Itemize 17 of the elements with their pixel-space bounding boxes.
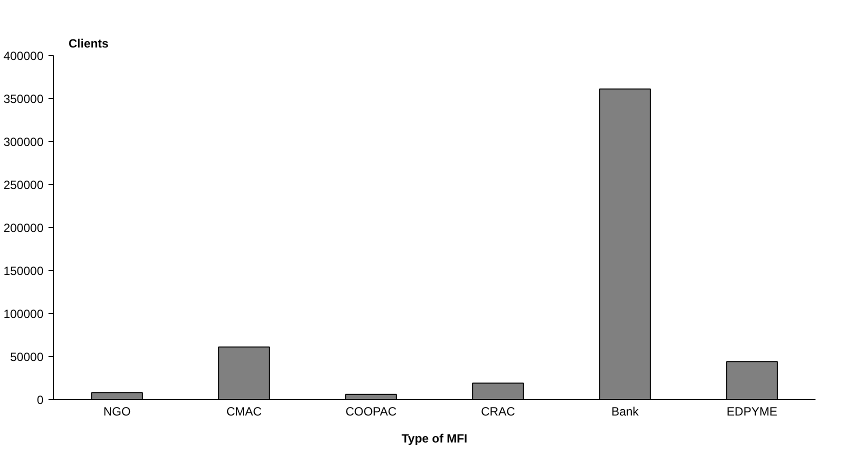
y-tick-label: 100000 (3, 307, 44, 321)
x-tick-label: Bank (611, 404, 640, 418)
y-tick-label: 150000 (3, 264, 44, 278)
y-tick-label: 350000 (3, 92, 44, 106)
y-tick-label: 200000 (3, 221, 44, 235)
x-tick-label: CRAC (481, 404, 516, 418)
x-axis-title: Type of MFI (402, 432, 468, 446)
y-tick-label: 50000 (10, 350, 44, 364)
x-tick-label: EDPYME (726, 404, 778, 418)
y-tick-label: 0 (36, 393, 44, 407)
x-tick-label: CMAC (226, 404, 262, 418)
y-tick-label: 400000 (3, 49, 44, 63)
x-tick-label: COOPAC (345, 404, 397, 418)
y-tick-label: 250000 (3, 178, 44, 192)
x-tick-label: NGO (103, 404, 131, 418)
y-axis-title: Clients (68, 36, 109, 50)
y-tick-label: 300000 (3, 135, 44, 149)
